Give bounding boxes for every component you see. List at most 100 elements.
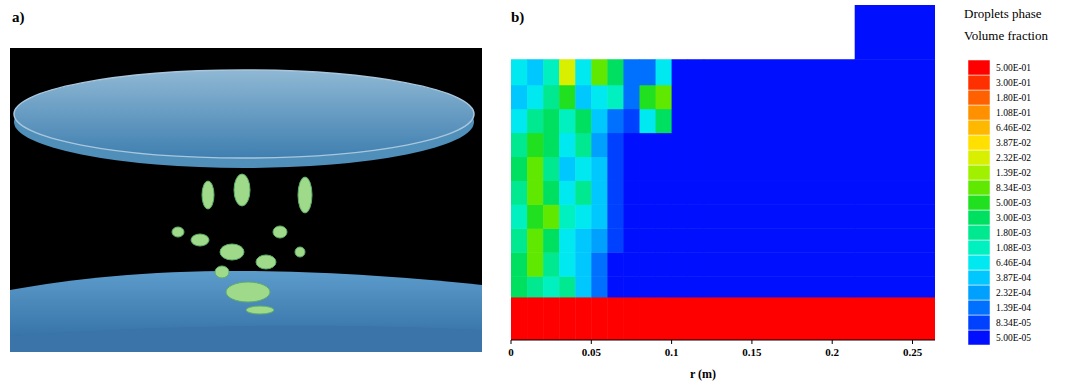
heatmap-cell bbox=[607, 157, 624, 181]
colorbar-level bbox=[968, 255, 990, 270]
heatmap-cell bbox=[559, 59, 576, 85]
heatmap-cell bbox=[688, 252, 705, 276]
heatmap-cell bbox=[543, 297, 560, 340]
colorbar-label: 2.32E-02 bbox=[996, 153, 1031, 163]
heatmap-cell bbox=[704, 297, 855, 340]
heatmap-cell bbox=[607, 297, 624, 340]
heatmap-cell bbox=[575, 109, 592, 133]
heatmap-cell bbox=[639, 204, 656, 228]
heatmap-cell bbox=[672, 85, 689, 109]
colorbar-level bbox=[968, 165, 990, 180]
heatmap-cell bbox=[704, 276, 855, 297]
droplet-blob bbox=[220, 244, 244, 260]
droplet-blob bbox=[202, 181, 214, 209]
heatmap-cell bbox=[527, 59, 544, 85]
liquid-edge bbox=[10, 326, 482, 352]
heatmap-cell bbox=[855, 157, 935, 181]
heatmap-cell bbox=[559, 133, 576, 157]
x-tick-label: 0 bbox=[508, 346, 514, 358]
heatmap-cell bbox=[656, 204, 673, 228]
colorbar-level bbox=[968, 225, 990, 240]
heatmap-cell bbox=[639, 276, 656, 297]
heatmap-cell bbox=[704, 204, 855, 228]
colorbar-level bbox=[968, 210, 990, 225]
heatmap-cell bbox=[575, 204, 592, 228]
x-tick bbox=[751, 340, 752, 344]
heatmap-cell bbox=[591, 252, 608, 276]
heatmap-cell bbox=[688, 157, 705, 181]
heatmap-cell bbox=[527, 276, 544, 297]
heatmap-cell bbox=[511, 276, 528, 297]
heatmap-cell bbox=[607, 85, 624, 109]
colorbar-level bbox=[968, 330, 990, 345]
heatmap-cell bbox=[575, 228, 592, 252]
heatmap-cell bbox=[559, 228, 576, 252]
heatmap-cell bbox=[855, 252, 935, 276]
heatmap-cell bbox=[591, 228, 608, 252]
heatmap-cell bbox=[623, 276, 640, 297]
heatmap-cell bbox=[855, 276, 935, 297]
heatmap-cell bbox=[591, 157, 608, 181]
heatmap-cell bbox=[855, 85, 935, 109]
heatmap-cell bbox=[559, 276, 576, 297]
heatmap-cell bbox=[656, 276, 673, 297]
heatmap-cell bbox=[656, 157, 673, 181]
heatmap-cell bbox=[559, 204, 576, 228]
heatmap-cell bbox=[623, 180, 640, 204]
droplet-blob bbox=[246, 306, 274, 314]
heatmap-cell bbox=[623, 204, 640, 228]
heatmap-cell bbox=[607, 204, 624, 228]
heatmap-cell bbox=[575, 157, 592, 181]
heatmap-cell bbox=[623, 228, 640, 252]
heatmap-cell bbox=[543, 59, 560, 85]
colorbar-level bbox=[968, 270, 990, 285]
x-tick-label: 0.05 bbox=[582, 346, 602, 358]
heatmap-cell bbox=[559, 297, 576, 340]
colorbar-label: 5.00E-03 bbox=[996, 198, 1031, 208]
heatmap-cell bbox=[559, 85, 576, 109]
heatmap-cell bbox=[688, 59, 705, 85]
heatmap-cell bbox=[855, 297, 935, 340]
heatmap-cell bbox=[656, 133, 673, 157]
heatmap-cell bbox=[543, 133, 560, 157]
heatmap-cell bbox=[591, 276, 608, 297]
heatmap-cell bbox=[575, 252, 592, 276]
heatmap-cell bbox=[688, 109, 705, 133]
heatmap-cell bbox=[591, 180, 608, 204]
heatmap-cell bbox=[704, 133, 855, 157]
heatmap-cell bbox=[511, 297, 528, 340]
heatmap-cell bbox=[575, 133, 592, 157]
x-tick-label: 0.2 bbox=[825, 346, 839, 358]
heatmap-cell bbox=[511, 109, 528, 133]
x-axis-line bbox=[511, 340, 935, 341]
colorbar-level bbox=[968, 120, 990, 135]
colorbar-label: 8.34E-05 bbox=[996, 318, 1031, 328]
heatmap-cell bbox=[527, 228, 544, 252]
heatmap-cell bbox=[543, 228, 560, 252]
x-tick-label: 0.1 bbox=[665, 346, 679, 358]
heatmap-cell bbox=[639, 252, 656, 276]
heatmap-cell bbox=[511, 180, 528, 204]
heatmap-cell bbox=[591, 133, 608, 157]
heatmap-cell bbox=[559, 252, 576, 276]
heatmap-cell bbox=[656, 180, 673, 204]
heatmap-cell bbox=[855, 204, 935, 228]
heatmap-cell bbox=[704, 252, 855, 276]
heatmap-cell bbox=[511, 59, 528, 85]
heatmap-cell bbox=[559, 157, 576, 181]
heatmap-cell bbox=[672, 228, 689, 252]
heatmap-cell bbox=[672, 109, 689, 133]
heatmap-cell bbox=[511, 133, 528, 157]
heatmap-cell bbox=[688, 276, 705, 297]
heatmap-cell bbox=[639, 228, 656, 252]
colorbar-label: 3.87E-02 bbox=[996, 138, 1031, 148]
heatmap-cell bbox=[543, 252, 560, 276]
heatmap-cell bbox=[607, 276, 624, 297]
heatmap-cell bbox=[656, 109, 673, 133]
heatmap-cell bbox=[511, 157, 528, 181]
droplet-blob bbox=[234, 174, 250, 206]
heatmap-cell bbox=[543, 157, 560, 181]
droplet-blob bbox=[172, 227, 184, 237]
colorbar-label: 1.80E-03 bbox=[996, 228, 1031, 238]
heatmap-cell bbox=[607, 109, 624, 133]
